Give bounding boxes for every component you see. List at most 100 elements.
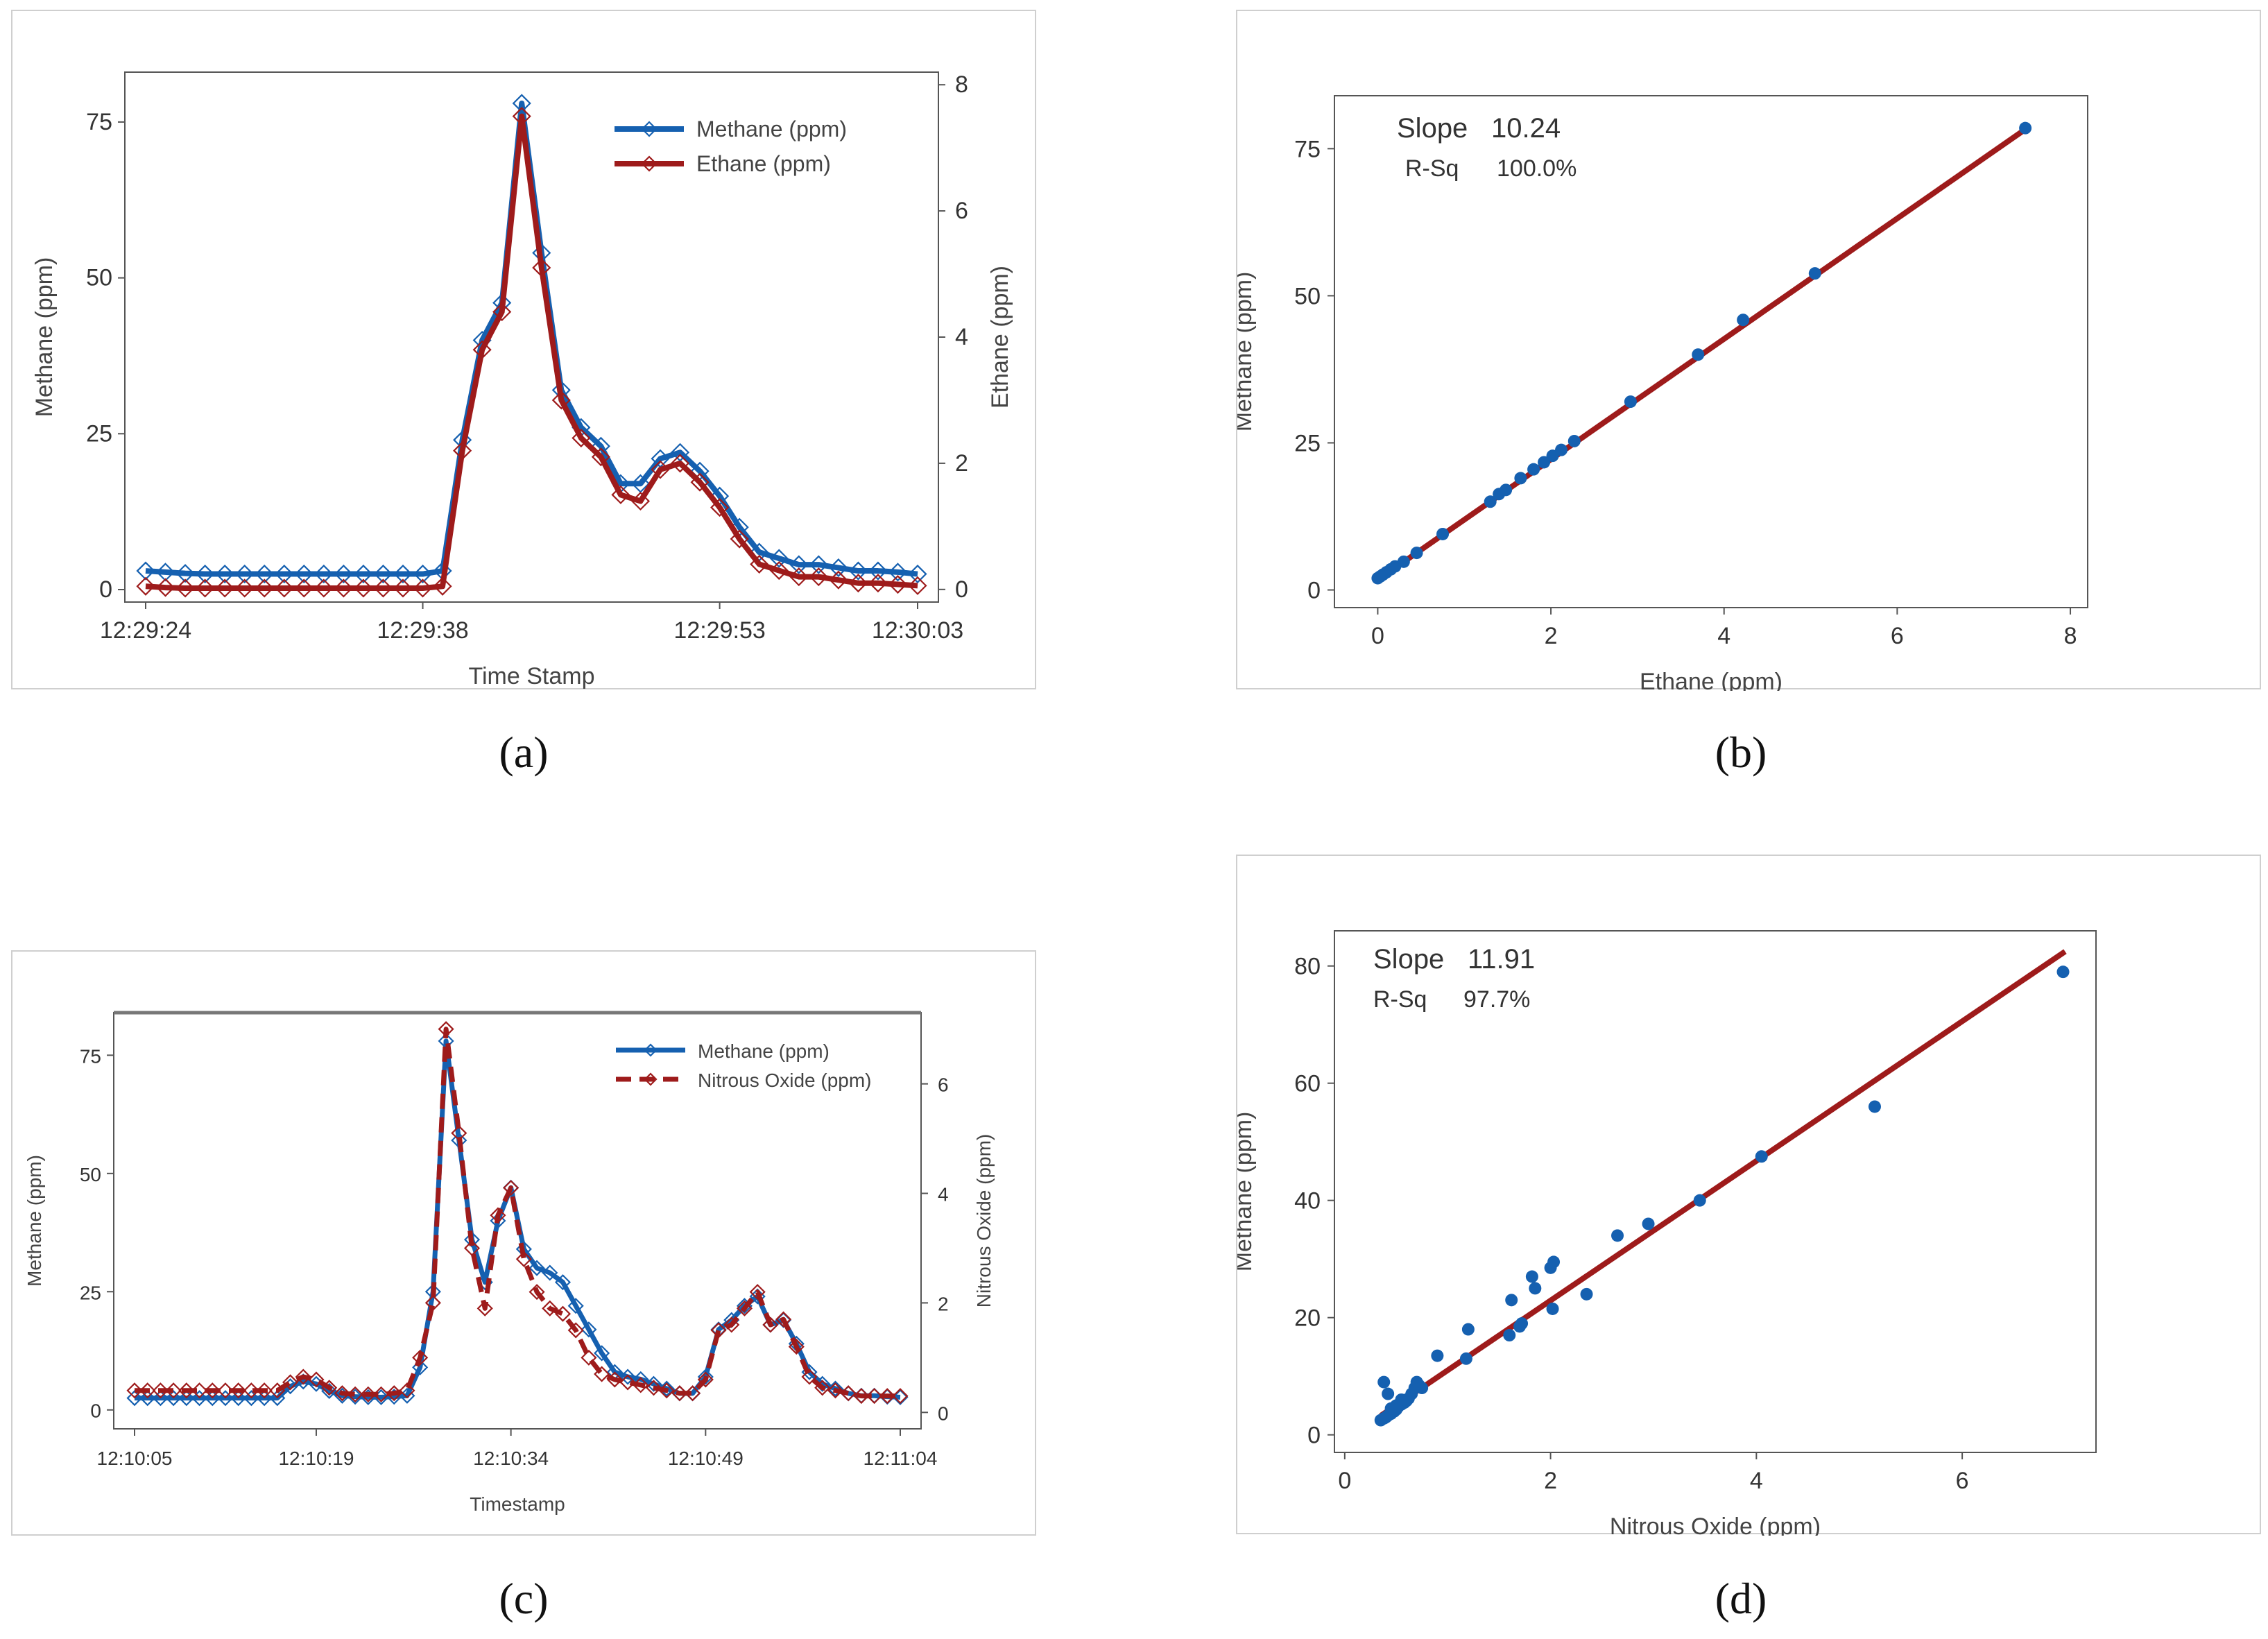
scatter-points xyxy=(1374,966,2070,1427)
second-point xyxy=(723,1316,740,1333)
methane-point xyxy=(354,564,373,584)
scatter-point xyxy=(1515,1317,1529,1330)
second-point xyxy=(196,578,215,598)
methane-point xyxy=(178,1390,195,1407)
y-left-tick-label: 50 xyxy=(86,265,112,291)
second-point xyxy=(438,1021,454,1038)
methane-point xyxy=(373,564,393,584)
y-axis-title: Methane (ppm) xyxy=(1237,272,1257,432)
methane-point xyxy=(829,558,848,578)
methane-point xyxy=(255,564,274,584)
scatter-point xyxy=(1755,1150,1768,1163)
y-right-tick-label: 2 xyxy=(955,450,968,477)
second-point xyxy=(581,1349,597,1366)
second-point xyxy=(393,578,413,598)
second-point xyxy=(840,1385,857,1402)
chart-b: 0 2 4 6 8 0 25 50 75 Ethane (ppm) Methane (ppm) Slo… xyxy=(1237,95,2088,691)
second-point xyxy=(827,1382,843,1399)
methane-point xyxy=(888,563,908,582)
second-point xyxy=(775,1311,792,1328)
scatter-point xyxy=(1514,472,1527,485)
second-point xyxy=(809,567,828,587)
x-tick-label: 12:10:34 xyxy=(473,1448,549,1469)
methane-point xyxy=(424,1283,441,1300)
chart-c: 0 25 50 75 0 2 4 6 12:10:05 12:10:19 12:10:34 12:10… xyxy=(24,1011,995,1515)
scatter-point xyxy=(1505,1294,1518,1307)
second-point xyxy=(633,1377,649,1393)
second-point xyxy=(386,1385,402,1402)
x-tick-label: 12:10:19 xyxy=(278,1448,354,1469)
methane-point xyxy=(892,1389,909,1405)
y-right-tick-label: 2 xyxy=(938,1293,949,1314)
methane-point xyxy=(256,1390,273,1407)
legend-methane-label: Methane (ppm) xyxy=(696,117,847,141)
y-left-tick-label: 0 xyxy=(99,576,112,603)
x-tick-label: 4 xyxy=(1750,1468,1763,1494)
y-left-axis-title: Methane (ppm) xyxy=(31,257,58,418)
y-right-axis-title: Nitrous Oxide (ppm) xyxy=(973,1134,995,1308)
methane-point xyxy=(215,564,234,584)
x-tick-label: 8 xyxy=(2064,623,2077,649)
scatter-point xyxy=(1410,547,1423,560)
x-tick-label: 12:30:03 xyxy=(872,617,963,644)
panel-d: 0 2 4 6 0 20 40 60 80 Nitrous Oxide (ppm) Methane … xyxy=(1236,855,2261,1536)
second-point xyxy=(235,578,255,598)
methane-point xyxy=(769,549,789,568)
scatter-point xyxy=(2056,966,2070,979)
second-point xyxy=(879,1388,895,1405)
rsq-label: R-Sq xyxy=(1405,155,1459,182)
legend-second-label: Nitrous Oxide (ppm) xyxy=(698,1070,872,1091)
second-point xyxy=(152,1382,169,1399)
second-point xyxy=(136,576,155,596)
methane-point xyxy=(619,1368,636,1385)
panel-b-label: (b) xyxy=(1715,728,1767,777)
second-point xyxy=(645,1380,662,1396)
y-tick-label: 40 xyxy=(1294,1188,1321,1215)
methane-point xyxy=(512,94,531,113)
second-point xyxy=(611,485,630,504)
scatter-point xyxy=(1808,267,1821,280)
methane-point xyxy=(542,1264,558,1281)
rsq-value: 97.7% xyxy=(1463,986,1530,1013)
second-point xyxy=(750,554,769,574)
second-point xyxy=(451,1125,467,1142)
second-point xyxy=(591,447,610,467)
second-point xyxy=(165,1382,182,1399)
second-point xyxy=(360,1386,377,1402)
x-tick-label: 12:10:05 xyxy=(97,1448,173,1469)
second-point xyxy=(529,1284,545,1301)
scatter-point xyxy=(1503,1329,1516,1342)
second-series-line xyxy=(145,113,918,591)
panel-a: 0 25 50 75 0 2 4 6 8 12:29:24 12:29:38 12:29:53 12:3… xyxy=(11,10,1036,689)
x-axis-title: Ethane (ppm) xyxy=(1640,669,1782,691)
scatter-point xyxy=(1416,1382,1429,1395)
second-point xyxy=(215,578,234,598)
methane-point xyxy=(152,1390,169,1407)
second-point xyxy=(730,529,749,549)
second-point xyxy=(594,1366,610,1382)
second-point xyxy=(217,1382,234,1399)
slope-value: 10.24 xyxy=(1491,113,1561,144)
second-point xyxy=(515,1251,532,1267)
scatter-point xyxy=(1611,1229,1624,1242)
methane-point xyxy=(204,1390,221,1407)
second-point xyxy=(294,578,313,598)
legend-marker xyxy=(644,1043,658,1057)
y-right-tick-label: 8 xyxy=(955,71,968,98)
y-tick-label: 20 xyxy=(1294,1305,1321,1332)
second-point xyxy=(651,460,670,479)
x-tick-label: 2 xyxy=(1545,623,1558,649)
scatter-point xyxy=(1382,1387,1395,1400)
methane-point xyxy=(126,1390,143,1407)
methane-point xyxy=(809,555,828,574)
second-point xyxy=(606,1371,623,1388)
y-axis-title: Methane (ppm) xyxy=(1237,1112,1257,1272)
scatter-point xyxy=(1580,1287,1593,1301)
second-point xyxy=(413,578,433,598)
methane-point xyxy=(334,564,353,584)
y-right-tick-label: 6 xyxy=(938,1074,949,1096)
second-point xyxy=(334,1385,350,1402)
second-point xyxy=(321,1380,338,1396)
y-right-axis-title: Ethane (ppm) xyxy=(987,266,1013,409)
y-tick-label: 80 xyxy=(1294,954,1321,980)
